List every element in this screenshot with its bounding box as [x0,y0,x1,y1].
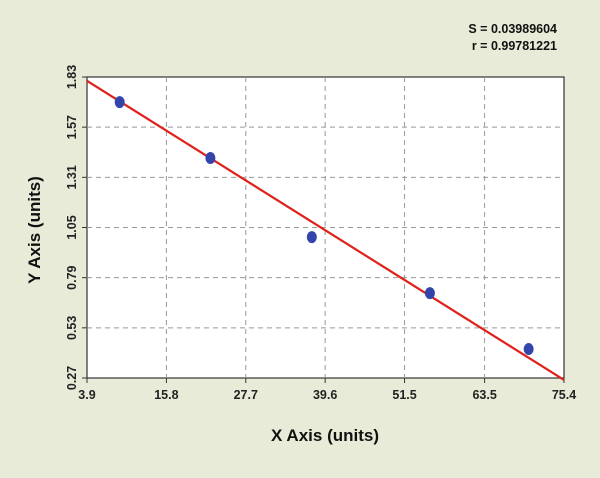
x-tick-label: 3.9 [78,388,95,402]
x-tick-label: 75.4 [552,388,576,402]
y-tick-label: 0.27 [65,366,79,390]
data-point [205,152,216,165]
x-tick-label: 39.6 [313,388,337,402]
series [86,79,565,381]
x-tick-label: 15.8 [154,388,178,402]
annotation-s-value: S = 0.03989604 [468,22,557,36]
data-point [306,231,317,244]
ticks: 3.9 15.8 27.7 39.6 51.5 63.5 75.4 1.83 1.57 1.31 1… [65,65,576,402]
data-point [523,343,534,356]
y-axis-label: Y Axis (units) [25,176,44,284]
x-tick-label: 27.7 [234,388,258,402]
y-tick-label: 0.53 [65,316,79,340]
data-point [424,287,435,300]
y-tick-label: 0.79 [65,265,79,289]
y-tick-label: 1.31 [65,165,79,189]
fit-line [86,79,565,381]
y-tick-label: 1.05 [65,215,79,239]
x-tick-label: 51.5 [392,388,416,402]
y-tick-label: 1.83 [65,65,79,89]
grid [87,77,564,378]
x-axis-label: X Axis (units) [271,426,379,445]
annotation-r-value: r = 0.99781221 [472,39,557,53]
data-point [114,96,125,109]
x-tick-label: 63.5 [472,388,496,402]
y-tick-label: 1.57 [65,115,79,139]
